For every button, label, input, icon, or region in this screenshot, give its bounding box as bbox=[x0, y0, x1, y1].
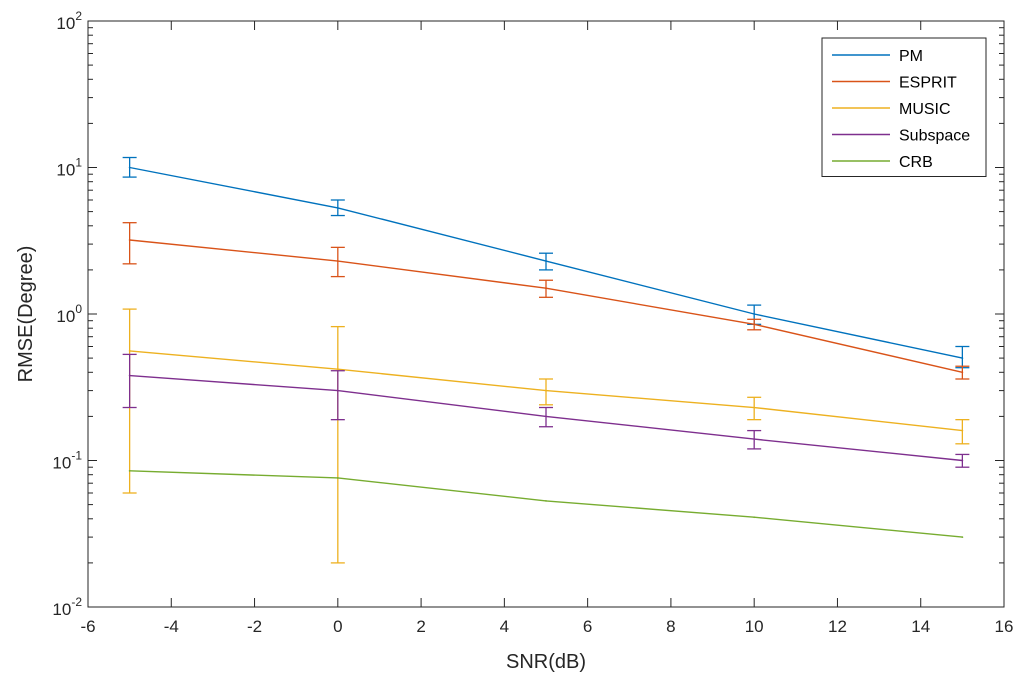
legend-label-music: MUSIC bbox=[899, 101, 951, 118]
data-point-pm bbox=[545, 260, 547, 262]
data-point-esprit bbox=[336, 260, 339, 262]
x-tick-label: 2 bbox=[416, 617, 425, 636]
y-tick-label: 101 bbox=[56, 156, 82, 180]
x-tick-label: -4 bbox=[164, 617, 179, 636]
data-point-music bbox=[753, 406, 756, 409]
data-point-pm bbox=[753, 313, 756, 315]
x-tick-label: 0 bbox=[333, 617, 342, 636]
data-point-esprit bbox=[961, 371, 964, 374]
x-tick-label: -2 bbox=[247, 617, 262, 636]
y-tick-label: 100 bbox=[56, 302, 82, 326]
data-point-music bbox=[128, 349, 131, 352]
legend-label-crb: CRB bbox=[899, 154, 933, 171]
data-point-pm bbox=[336, 206, 339, 209]
x-tick-label: 8 bbox=[666, 617, 675, 636]
x-tick-label: 14 bbox=[911, 617, 930, 636]
data-point-subspace bbox=[753, 438, 756, 440]
data-point-subspace bbox=[128, 374, 131, 377]
data-point-crb bbox=[545, 499, 547, 502]
data-point-music bbox=[545, 389, 547, 392]
y-tick-label: 10-1 bbox=[52, 449, 82, 473]
legend-label-subspace: Subspace bbox=[899, 128, 970, 145]
data-point-esprit bbox=[753, 323, 756, 326]
data-point-subspace bbox=[961, 459, 964, 462]
data-point-crb bbox=[128, 469, 131, 472]
y-axis-title: RMSE(Degree) bbox=[15, 246, 37, 383]
x-tick-label: 12 bbox=[828, 617, 847, 636]
x-tick-label: 4 bbox=[500, 617, 509, 636]
series-layer bbox=[122, 156, 970, 564]
axes-layer: -6 -4 -2 0 2 4 6 8 10 12 14 16 10-2 10-1 100 101 102 bbox=[52, 9, 1013, 636]
data-point-subspace bbox=[545, 415, 547, 418]
data-point-pm bbox=[128, 166, 131, 169]
x-tick-label: 10 bbox=[745, 617, 764, 636]
data-point-crb bbox=[336, 477, 339, 479]
legend-label-esprit: ESPRIT bbox=[899, 75, 957, 92]
series-subspace bbox=[122, 353, 970, 468]
data-point-esprit bbox=[128, 239, 131, 241]
data-point-crb bbox=[753, 516, 756, 519]
data-point-crb bbox=[961, 536, 964, 539]
legend-box bbox=[821, 37, 987, 177]
data-point-music bbox=[961, 429, 964, 432]
y-tick-label: 102 bbox=[56, 9, 82, 33]
data-point-pm bbox=[961, 357, 964, 360]
x-tick-label: -6 bbox=[80, 617, 95, 636]
x-tick-label: 6 bbox=[583, 617, 592, 636]
legend-label-pm: PM bbox=[899, 48, 923, 65]
data-point-music bbox=[336, 368, 339, 371]
y-tick-label: 10-2 bbox=[52, 595, 82, 619]
legend: PM ESPRIT MUSIC Subspace CRB bbox=[821, 37, 987, 177]
data-point-subspace bbox=[336, 389, 339, 392]
x-tick-label: 16 bbox=[995, 617, 1014, 636]
x-axis-title: SNR(dB) bbox=[506, 651, 586, 673]
series-esprit bbox=[122, 222, 970, 380]
series-crb bbox=[128, 469, 964, 539]
data-point-esprit bbox=[545, 287, 547, 290]
